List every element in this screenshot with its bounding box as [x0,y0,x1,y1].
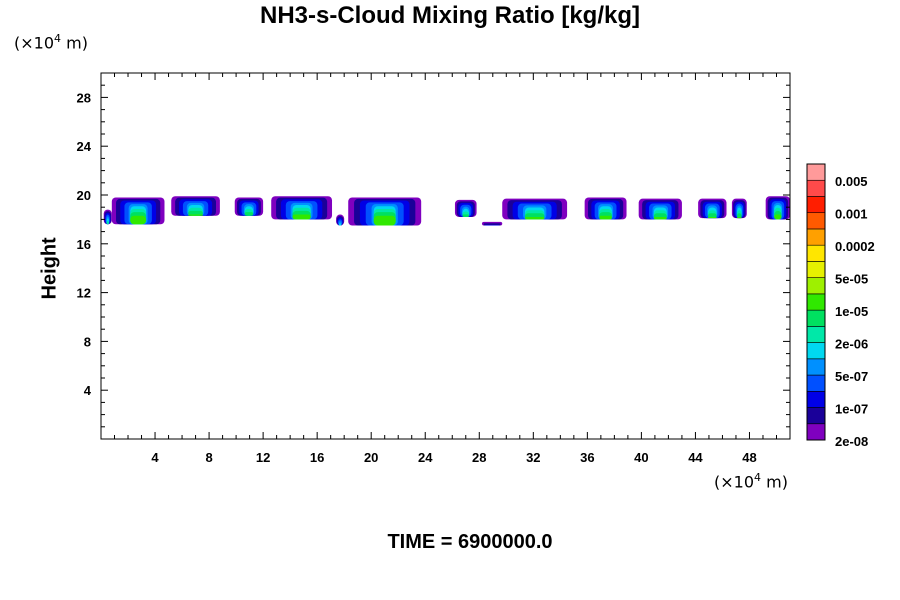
colorbar-swatch [806,407,826,425]
cloud-contour [106,221,109,225]
cloud-cell [638,198,682,220]
x-tick-label: 8 [205,450,212,465]
cloud-contour [653,216,667,220]
y-tick-label: 24 [77,139,92,154]
colorbar-label: 2e-06 [835,337,868,352]
colorbar-swatch [806,326,826,343]
cloud-cell [454,199,477,217]
cloud-cell [481,221,503,226]
colorbar-swatch [806,293,826,311]
x-tick-label: 4 [151,450,159,465]
colorbar-swatch [806,228,826,246]
x-tick-label: 16 [310,450,324,465]
cloud-contour [462,214,470,217]
cloud-cell [103,209,112,225]
y-tick-label: 16 [77,237,91,252]
colorbar-swatch [806,196,826,214]
cloud-contour [599,215,612,220]
cloud-cell [348,197,422,226]
cloud-cell [336,214,345,226]
x-tick-label: 36 [580,450,594,465]
colorbar-label: 2e-08 [835,434,868,449]
x-tick-label: 20 [364,450,378,465]
y-axis-ticks: 4 8 12 16 20 24 28 [77,84,790,428]
cloud-contour [188,214,203,216]
cloud-cell [765,196,790,220]
chart-title: NH3-s-Cloud Mixing Ratio [kg/kg] [260,2,640,29]
y-tick-label: 12 [77,286,91,301]
cloud-cell [698,198,727,219]
cloud-contour [373,215,396,226]
cloud-contour [737,216,742,219]
cloud-contour [524,216,545,220]
colorbar-swatch [806,163,826,181]
cloud-cell [171,196,220,216]
plot-frame [100,72,791,440]
cloud-cell [731,198,747,219]
colorbar-swatch [806,244,826,262]
y-unit-suffix: m) [61,33,88,53]
colorbar-swatch [806,212,826,230]
cloud-cell [271,196,333,220]
colorbar-swatch [806,390,826,408]
y-tick-label: 4 [84,383,92,398]
y-tick-label: 20 [77,188,91,203]
x-unit-exponent: 4 [754,471,762,484]
y-tick-label: 8 [84,334,91,349]
colorbar-swatch [806,179,826,197]
cloud-cell [502,198,568,220]
colorbar-label: 0.005 [835,174,868,189]
y-unit-prefix: (×10 [14,33,55,53]
cloud-contour [338,223,342,226]
y-tick-label: 28 [77,90,91,105]
y-axis-unit: (×104 m) [14,32,88,52]
colorbar-label: 0.001 [835,207,868,222]
x-unit-prefix: (×10 [714,472,755,492]
cloud-contour [774,214,782,220]
colorbar-label: 5e-07 [835,369,868,384]
cloud-cell [234,197,264,216]
colorbar-swatch [806,277,826,295]
colorbar-swatch [806,423,826,441]
x-tick-label: 44 [688,450,703,465]
cloud-contour [708,216,717,219]
x-tick-label: 28 [472,450,486,465]
colorbar-label: 0.0002 [835,239,875,254]
x-tick-label: 48 [742,450,756,465]
cloud-cell [111,197,165,225]
x-axis-unit: (×104 m) [714,471,788,491]
cloud-contour [485,224,499,226]
colorbar-label: 5e-05 [835,272,868,287]
x-tick-label: 32 [526,450,540,465]
cloud-contour [292,214,311,220]
cloud-layer [103,196,790,226]
x-tick-label: 12 [256,450,270,465]
cloud-contour [130,215,147,225]
time-label: TIME = 6900000.0 [387,531,553,553]
x-unit-suffix: m) [761,472,788,492]
x-tick-label: 24 [418,450,433,465]
colorbar-swatch [806,261,826,278]
x-tick-label: 40 [634,450,648,465]
colorbar: 0.005 0.001 0.0002 5e-05 1e-05 2e-06 5e-07 1e-0… [806,163,875,449]
colorbar-swatch [806,358,826,376]
colorbar-label: 1e-05 [835,304,868,319]
colorbar-swatch [806,342,826,360]
colorbar-frame [806,163,826,441]
cloud-cell [584,197,627,220]
y-unit-exponent: 4 [54,32,62,45]
colorbar-label: 1e-07 [835,402,868,417]
colorbar-swatch [806,309,826,327]
cloud-contour [244,212,254,216]
x-axis-ticks: 4 8 12 16 20 24 28 32 36 40 44 48 [114,73,777,465]
colorbar-swatch [806,374,826,392]
